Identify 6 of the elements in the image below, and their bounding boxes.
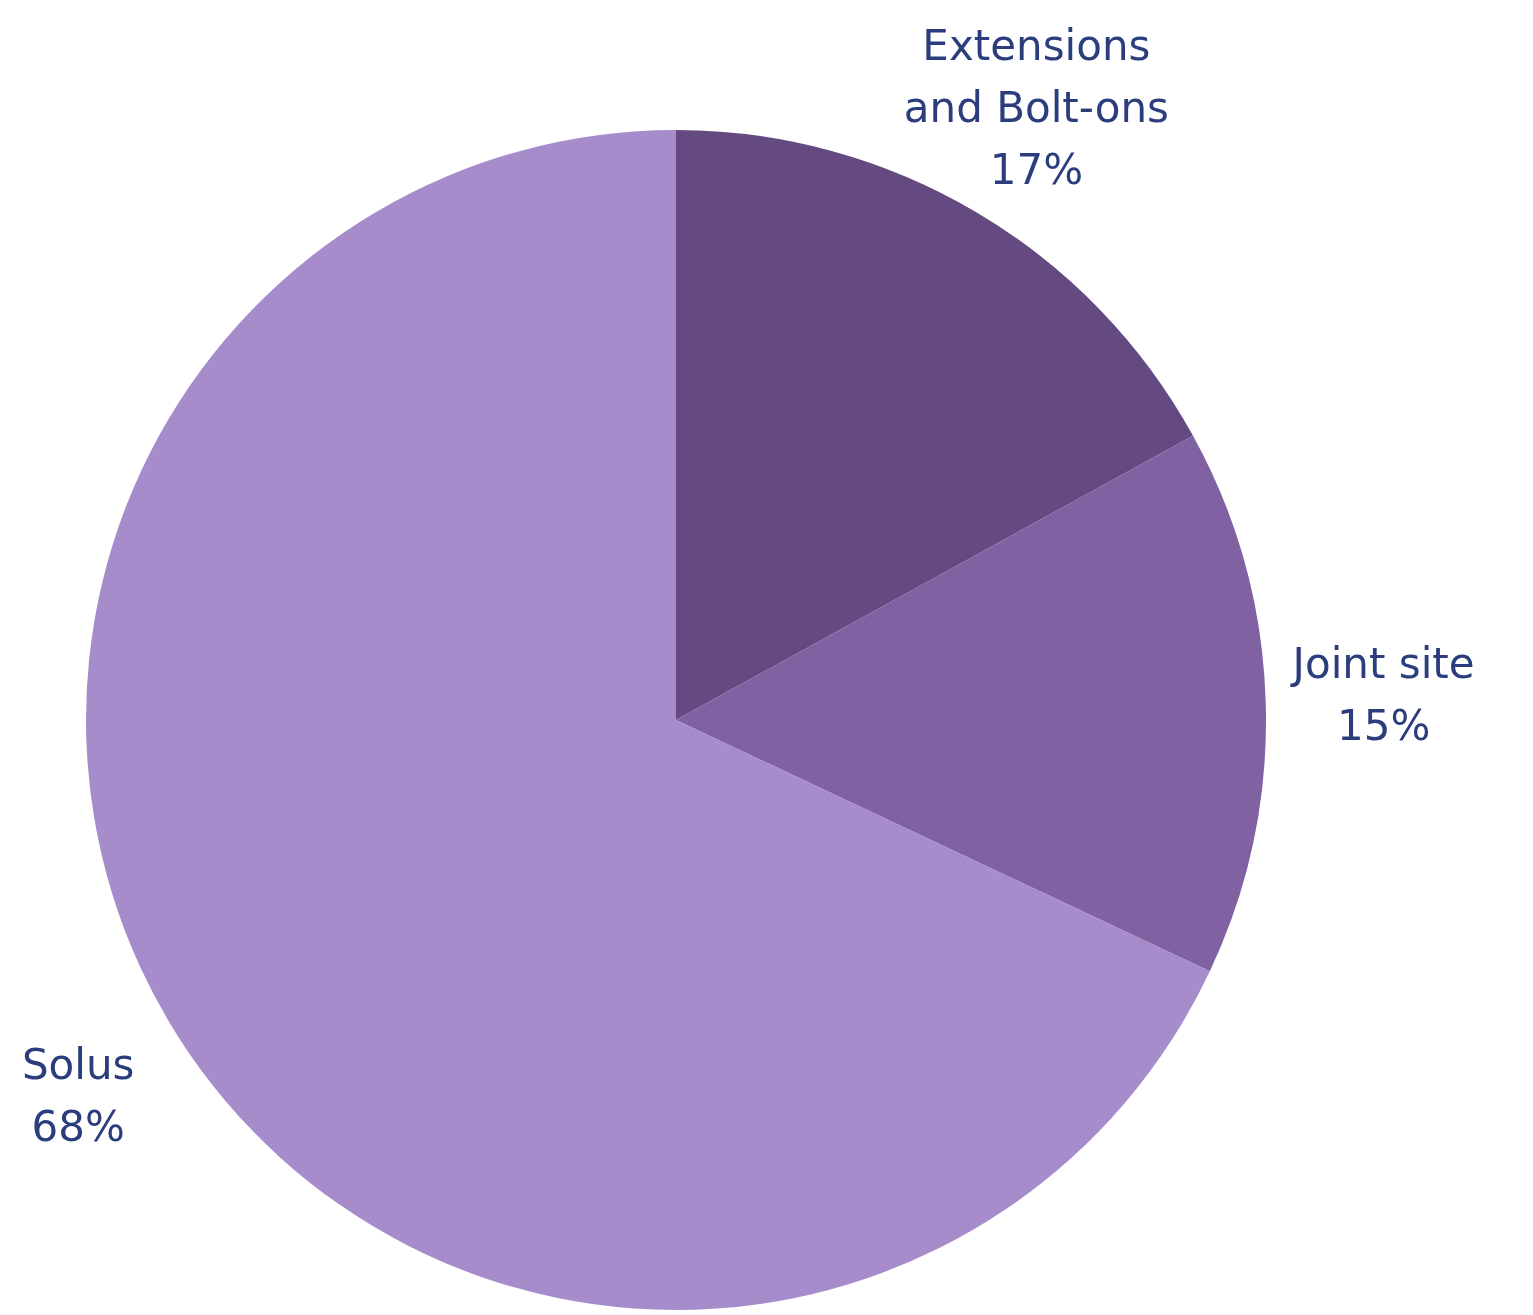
data-label: 15%	[1336, 700, 1431, 750]
data-label: 68%	[31, 1102, 125, 1152]
slice-label: Solus	[21, 1040, 135, 1090]
slice-label: Joint site	[1289, 638, 1475, 688]
slice-label: Extensions and Bolt-ons	[903, 20, 1169, 132]
data-label: 17%	[989, 144, 1084, 194]
